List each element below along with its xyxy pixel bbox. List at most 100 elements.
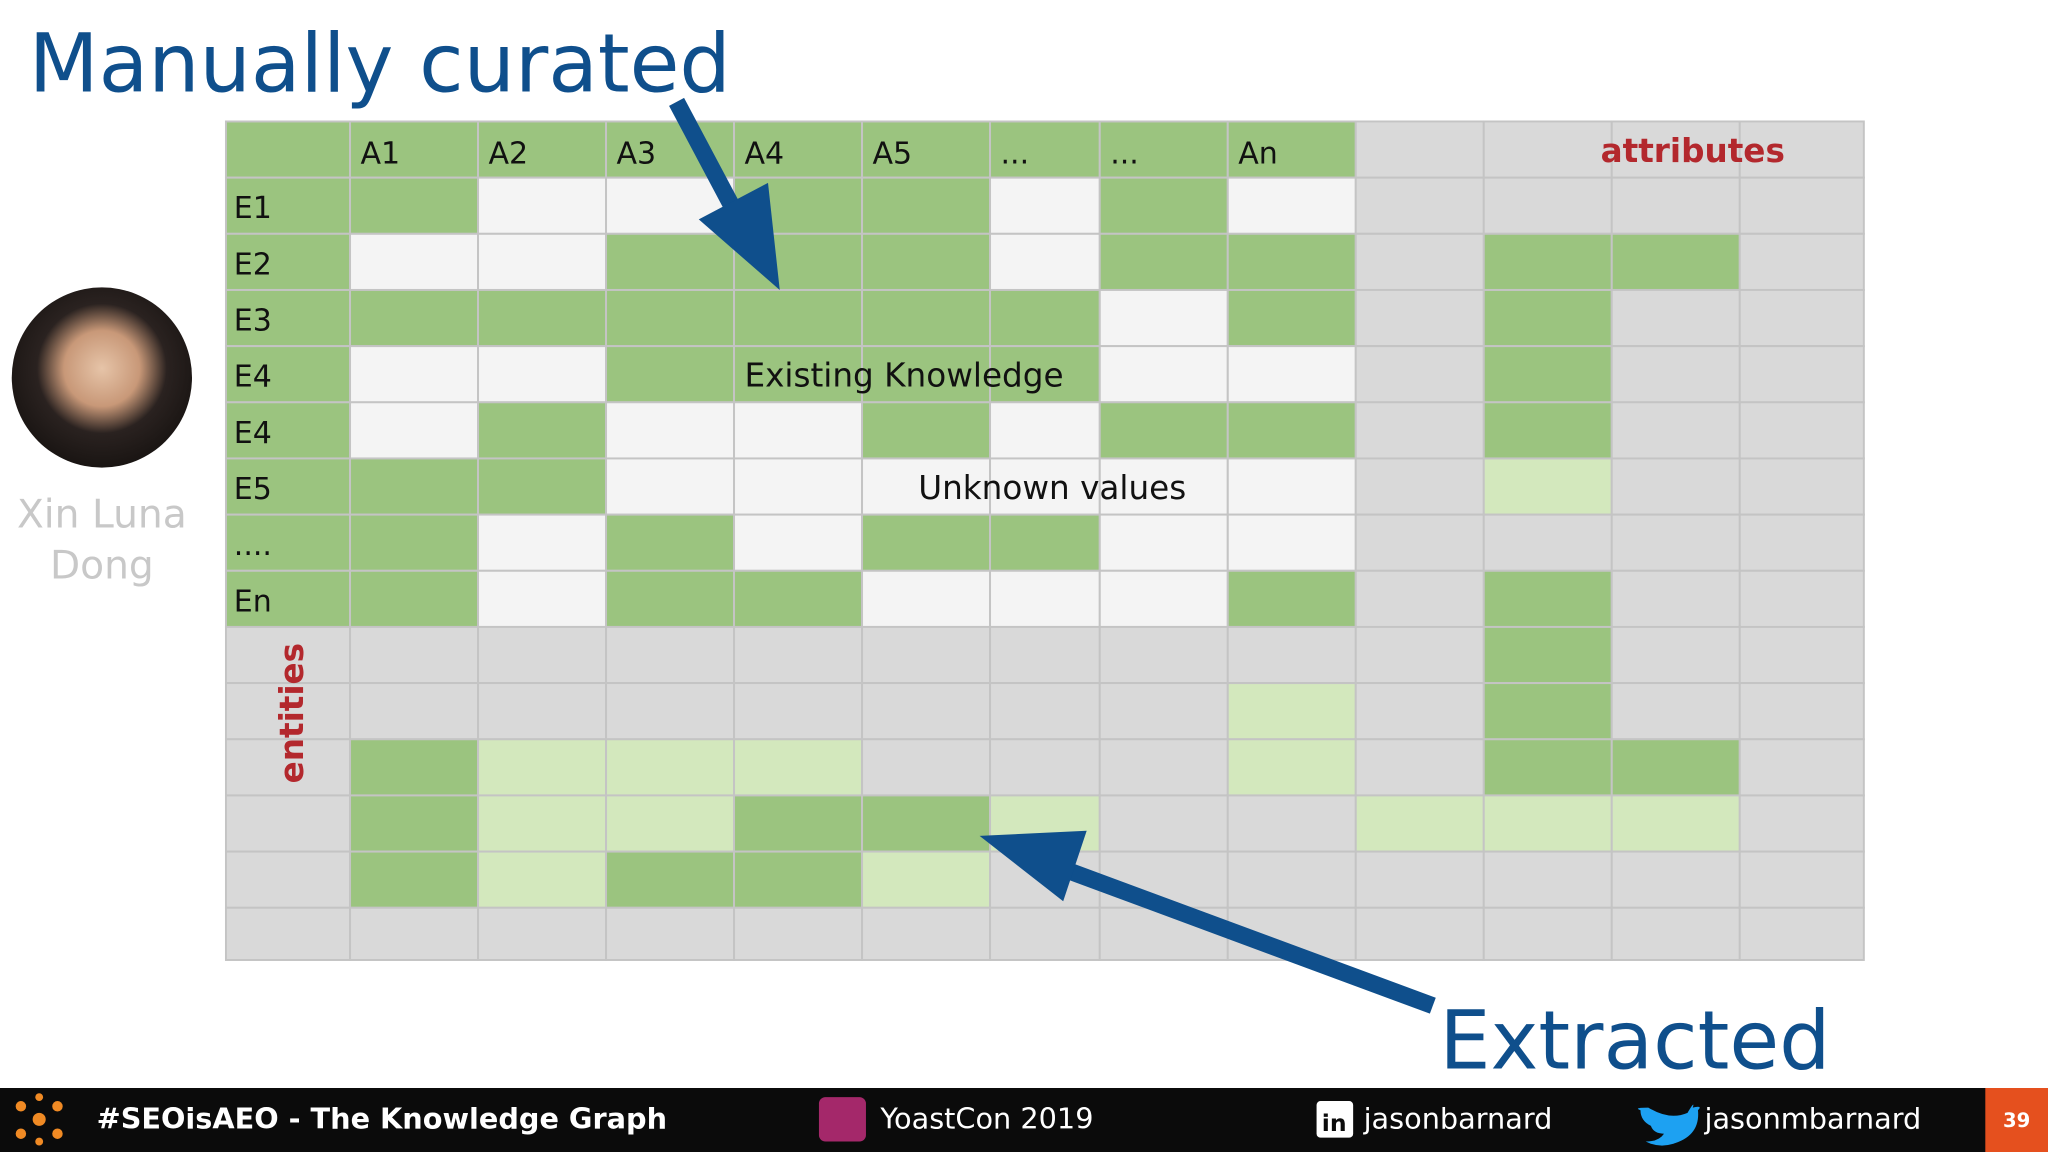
grid-cell [1354, 682, 1485, 741]
grid-cell [477, 569, 608, 628]
speaker-name: Xin Luna Dong [17, 493, 187, 589]
grid-cell [1482, 513, 1613, 572]
grid-cell [1354, 120, 1485, 179]
grid-cell [1482, 345, 1613, 404]
grid-cell [1482, 906, 1613, 961]
footer-twitter: jasonmbarnard [1703, 1101, 1921, 1135]
grid-cell [1610, 176, 1741, 235]
grid-cell [1098, 232, 1229, 291]
grid-cell [989, 401, 1101, 460]
grid-cell [349, 513, 480, 572]
grid-cell [861, 176, 992, 235]
grid-cell [1098, 345, 1229, 404]
grid-cell [224, 906, 352, 961]
grid-cell [1610, 569, 1741, 628]
grid-cell [733, 682, 864, 741]
grid-cell [477, 906, 608, 961]
grid-cell [224, 176, 352, 235]
grid-cell [477, 625, 608, 685]
grid-cell [605, 288, 736, 348]
grid-cell [1738, 682, 1865, 741]
grid-cell [1610, 794, 1741, 853]
grid-cell [349, 345, 480, 404]
grid-cell [1610, 120, 1741, 179]
row-header: En [234, 584, 272, 619]
speaker-name-line: Xin Luna [17, 493, 187, 538]
grid-cell [989, 625, 1101, 685]
grid-cell [1226, 176, 1357, 235]
grid-cell [1226, 850, 1357, 909]
grid-cell [861, 906, 992, 961]
grid-cell [989, 176, 1101, 235]
row-header: E1 [234, 191, 272, 226]
grid-cell [1482, 176, 1613, 235]
grid-cell [605, 850, 736, 909]
grid-cell [733, 401, 864, 460]
grid-cell [605, 401, 736, 460]
grid-cell [1354, 569, 1485, 628]
grid-cell [1610, 345, 1741, 404]
linkedin-icon-text: in [1322, 1109, 1347, 1137]
grid-cell [989, 906, 1101, 961]
row-header: E4 [234, 416, 272, 451]
grid-cell [1354, 345, 1485, 404]
column-header: A4 [744, 136, 784, 171]
grid-cell [733, 850, 864, 909]
column-header: ... [1110, 136, 1139, 171]
extracted-label: Extracted [1439, 994, 1830, 1088]
grid-cell [1226, 625, 1357, 685]
footer-event: YoastCon 2019 [879, 1101, 1093, 1135]
grid-cell [1098, 625, 1229, 685]
grid-cell [1098, 513, 1229, 572]
grid-cell [1482, 625, 1613, 685]
grid-cell [1610, 513, 1741, 572]
grid-cell [1610, 401, 1741, 460]
grid-cell [1738, 794, 1865, 853]
grid-cell [1738, 345, 1865, 404]
grid-cell [477, 120, 608, 179]
grid-cell [224, 513, 352, 572]
row-header: E4 [234, 360, 272, 395]
grid-cell [1482, 288, 1613, 348]
attributes-label: attributes [1601, 132, 1785, 170]
grid-cell [1482, 401, 1613, 460]
grid-cell [861, 850, 992, 909]
grid-cell [605, 232, 736, 291]
grid-cell [1226, 738, 1357, 797]
grid-cell [1226, 457, 1357, 516]
grid-cell [861, 513, 992, 572]
row-header: E3 [234, 303, 272, 338]
grid-cell [1226, 794, 1357, 853]
twitter-icon [1637, 1104, 1700, 1146]
grid-cell [1226, 401, 1357, 460]
grid-cell [989, 513, 1101, 572]
grid-cell [861, 625, 992, 685]
grid-cell [1738, 850, 1865, 909]
arrow [979, 830, 1436, 1014]
grid-cell [1098, 682, 1229, 741]
grid-cell [861, 345, 992, 404]
grid-cell [989, 457, 1101, 516]
grid-cell [1610, 625, 1741, 685]
grid-cell [605, 682, 736, 741]
row-header: .... [234, 528, 272, 563]
grid-cell [1738, 232, 1865, 291]
grid-cell [349, 569, 480, 628]
column-header: A3 [616, 136, 656, 171]
yoast-icon [818, 1097, 866, 1142]
grid-cell [1098, 288, 1229, 348]
grid-cell [605, 457, 736, 516]
grid-cell [605, 569, 736, 628]
grid-cell [1738, 288, 1865, 348]
grid-cell [477, 288, 608, 348]
footer-linkedin: jasonbarnard [1363, 1101, 1553, 1135]
footer-bar [0, 1088, 2048, 1152]
grid-cell [861, 738, 992, 797]
grid-cell [1482, 569, 1613, 628]
grid-cell [224, 457, 352, 516]
grid-cell [1610, 682, 1741, 741]
grid-cell [477, 176, 608, 235]
grid-cell [349, 457, 480, 516]
grid-cell [349, 232, 480, 291]
